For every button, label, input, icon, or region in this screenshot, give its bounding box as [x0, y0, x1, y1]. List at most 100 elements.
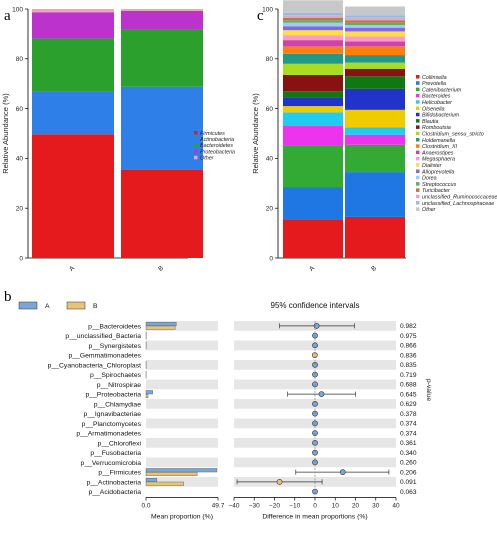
bar-mean-a	[145, 322, 177, 326]
legend-label-prevotella: Prevotella	[422, 81, 446, 87]
p-value: 0.688	[400, 382, 417, 389]
legend-swatch-other	[194, 155, 198, 160]
row-band-left	[146, 321, 218, 331]
right-x-tick-label: 20	[352, 503, 360, 510]
bar-segment-helicobacter-a	[283, 112, 343, 127]
y-tick-label: 0	[19, 255, 23, 262]
bar-segment-olsenella-b	[345, 109, 405, 128]
y-tick-label: 40	[16, 156, 24, 163]
bar-mean-a	[145, 468, 218, 473]
bar-segment-other-a	[32, 9, 114, 13]
bar-mean-b	[145, 325, 176, 330]
right-x-tick-label: 30	[372, 503, 380, 510]
bar-segment-dorea-a	[283, 22, 343, 27]
y-tick-label: 20	[266, 206, 274, 213]
bar-mean-a	[145, 478, 158, 482]
x-tick-label: B	[157, 265, 165, 273]
y-tick-label: 80	[266, 56, 274, 63]
bar-segment-proteobacteria-a	[32, 12, 114, 39]
left-x-tick-label: 49.7	[212, 503, 225, 510]
y-tick-label: 100	[12, 6, 23, 13]
legend-label-proteobacteria: Proteobacteria	[200, 149, 235, 155]
legend-swatch-clostridium-sensu-stricto	[416, 131, 420, 136]
bar-segment-megasphaera-b	[345, 36, 405, 42]
bar-segment-turicibacter-b	[345, 20, 405, 23]
right-x-tick-label: −20	[269, 503, 280, 510]
bar-segment-firmicutes-b	[121, 169, 203, 258]
row-label: p__Firmicutes	[98, 470, 141, 477]
bar-segment-clostridium-sensu-stricto-a	[283, 63, 343, 75]
row-band-left	[146, 438, 218, 448]
y-tick-label: 100	[262, 6, 273, 13]
bar-segment-olsenella-a	[283, 106, 343, 113]
legend-swatch-alloprevotella	[416, 169, 420, 173]
legend-swatch-holdemanella	[416, 138, 420, 142]
bar-segment-anaerostipes-a	[283, 40, 343, 47]
row-label: p__Proteobacteria	[85, 392, 141, 399]
legend-swatch-streptococcus	[416, 182, 420, 186]
y-tick-label: 60	[266, 106, 274, 113]
p-value: 0.206	[400, 469, 417, 476]
row-label: p__Ignavibacteriae	[84, 411, 142, 418]
legend-swatch-turicibacter	[416, 188, 420, 192]
row-label: p__Cyanobacteria_Chloroplast	[48, 362, 141, 369]
row-label: p__Nitrospirae	[97, 382, 141, 389]
row-band-left	[146, 379, 218, 390]
row-label: p__Armatimonadetes	[76, 431, 141, 438]
panel-label-a: a	[4, 8, 11, 24]
legend-swatch-bifidobacterium	[416, 112, 420, 117]
left-x-axis-label: Mean proportion (%)	[151, 514, 213, 521]
legend-label-unclassified-ruminococcaceae: unclassified_Ruminococcaceae	[422, 195, 497, 201]
left-x-tick-label: 0.0	[141, 503, 150, 510]
right-x-tick-label: −30	[249, 503, 260, 510]
legend-label-dorea: Dorea	[422, 176, 437, 182]
panel-label-c: c	[257, 8, 264, 24]
legend-swatch-actinobacteria	[194, 137, 198, 141]
ci-title: 95% confidence intervals	[271, 301, 360, 310]
legend-swatch-dialister	[416, 163, 420, 167]
diff-point	[318, 391, 325, 398]
bar-segment-firmicutes-a	[32, 134, 114, 258]
row-label: p__Spirochaetes	[90, 372, 142, 379]
row-label: p__Chloroflexi	[98, 440, 142, 447]
y-axis-label: Relative Abundance (%)	[251, 93, 260, 174]
bar-segment-actinobacteria-a	[32, 91, 114, 135]
bar-segment-bacteroidetes-b	[121, 29, 203, 87]
legend-label-other: Other	[200, 156, 214, 162]
bar-segment-holdemanella-b	[345, 55, 405, 63]
legend-label-unclassified-lachnospiraceae: unclassified_Lachnospiraceae	[422, 201, 494, 207]
legend-label-helicobacter: Helicobacter	[422, 100, 452, 106]
bar-segment-unclassified-lachnospiraceae-b	[345, 15, 405, 18]
bar-segment-other-b	[345, 6, 405, 16]
p-value: 0.645	[400, 391, 417, 398]
p-value: 0.975	[400, 333, 417, 340]
legend-label-romboutsia: Romboutsia	[422, 125, 451, 131]
legend-swatch-prevotella	[416, 81, 420, 85]
bar-segment-streptococcus-a	[283, 20, 343, 23]
right-x-tick-label: 0	[313, 503, 317, 510]
bar-segment-other-b	[121, 9, 203, 11]
bar-segment-dorea-b	[345, 25, 405, 28]
legend-label-olsenella: Olsenella	[422, 106, 444, 112]
legend-label-dialister: Dialister	[422, 163, 442, 169]
row-band-left	[146, 399, 218, 409]
legend-label-actinobacteria: Actinobacteria	[199, 137, 234, 143]
bar-segment-clostridium-xi-b	[345, 46, 405, 56]
bar-mean-b	[145, 481, 184, 486]
p-value: 0.063	[400, 489, 417, 496]
p-value: 0.374	[400, 430, 417, 437]
y-tick-label: 20	[16, 206, 24, 213]
y-tick-label: 40	[266, 156, 274, 163]
legend-label-megasphaera: Megasphaera	[422, 157, 455, 163]
bar-segment-clostridium-sensu-stricto-b	[345, 62, 405, 69]
bar-segment-turicibacter-a	[283, 17, 343, 21]
bar-segment-romboutsia-a	[283, 74, 343, 92]
legend-label-alloprevotella: Alloprevotella	[421, 169, 454, 175]
p-value: 0.374	[400, 421, 417, 428]
p-value: 0.091	[400, 479, 417, 486]
bar-segment-blautia-a	[283, 91, 343, 98]
bar-segment-other-a	[283, 0, 343, 13]
bar-segment-prevotella-b	[345, 172, 405, 217]
legend-swatch-b	[66, 301, 86, 310]
